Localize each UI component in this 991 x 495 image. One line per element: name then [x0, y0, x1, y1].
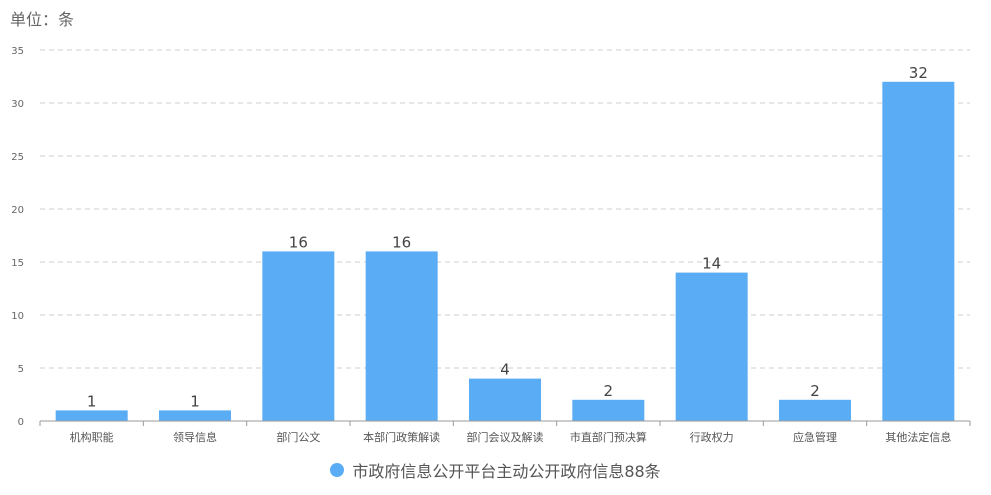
- bar: [55, 410, 128, 421]
- y-tick-label: 15: [11, 258, 24, 269]
- data-label: 1: [87, 392, 97, 410]
- y-tick-label: 20: [11, 205, 24, 216]
- x-tick-label: 本部门政策解读: [363, 430, 440, 444]
- y-axis: 0 5 10 15 20 25 30 35: [11, 46, 24, 428]
- x-tick-label: 部门会议及解读: [467, 430, 544, 444]
- bar: [882, 81, 955, 422]
- y-tick-label: 35: [11, 46, 24, 57]
- unit-label: 单位：条: [10, 10, 75, 29]
- x-tick-label: 市直部门预决算: [570, 430, 647, 444]
- y-tick-label: 25: [11, 152, 24, 163]
- data-label: 2: [604, 382, 614, 400]
- data-label: 16: [289, 233, 308, 251]
- x-tick-label: 行政权力: [690, 430, 734, 444]
- bar: [779, 399, 851, 421]
- y-tick-label: 0: [18, 417, 24, 428]
- grid-lines: [40, 49, 970, 369]
- bar: [365, 251, 438, 421]
- data-label: 32: [909, 64, 928, 82]
- bar-chart: 0 5 10 15 20 25 30 35 1 1 16 16 4 2 14 2 32 机构职能 领导信息 部门公…: [11, 46, 971, 444]
- bar: [262, 251, 335, 421]
- y-tick-label: 30: [11, 99, 24, 110]
- data-label: 2: [810, 382, 820, 400]
- bar: [675, 272, 748, 421]
- data-label: 4: [500, 361, 510, 379]
- x-tick-label: 其他法定信息: [885, 430, 951, 444]
- x-axis: 机构职能 领导信息 部门公文 本部门政策解读 部门会议及解读 市直部门预决算 行政权力 应急管…: [39, 420, 971, 444]
- data-labels: 1 1 16 16 4 2 14 2 32: [87, 64, 928, 411]
- x-tick-label: 应急管理: [793, 430, 837, 444]
- data-label: 14: [702, 255, 721, 273]
- bar: [572, 399, 645, 421]
- y-tick-label: 5: [18, 364, 24, 375]
- data-label: 1: [190, 392, 200, 410]
- y-tick-label: 10: [11, 311, 24, 322]
- legend-marker-icon: [330, 463, 345, 477]
- x-tick-label: 机构职能: [70, 430, 114, 444]
- bars: [55, 81, 955, 422]
- bar: [159, 410, 231, 421]
- legend[interactable]: 市政府信息公开平台主动公开政府信息88条: [0, 458, 991, 482]
- legend-label: 市政府信息公开平台主动公开政府信息88条: [352, 462, 661, 481]
- x-tick-label: 部门公文: [276, 430, 320, 444]
- x-tick-label: 领导信息: [173, 430, 217, 444]
- bar: [469, 378, 541, 421]
- data-label: 16: [392, 233, 411, 251]
